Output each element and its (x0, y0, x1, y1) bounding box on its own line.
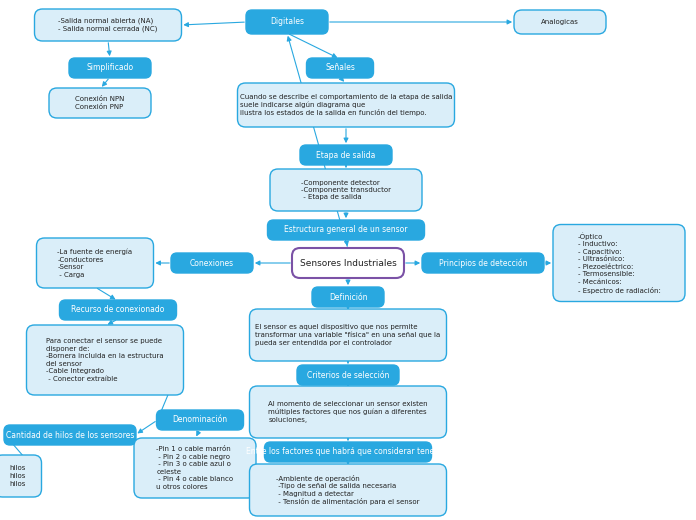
Text: Para conectar el sensor se puede
disponer de:
-Bornera incluida en la estructura: Para conectar el sensor se puede dispone… (46, 338, 164, 382)
Text: Denominación: Denominación (173, 415, 228, 424)
FancyBboxPatch shape (36, 238, 154, 288)
FancyBboxPatch shape (553, 225, 685, 302)
Text: -Pin 1 o cable marrón
 - Pin 2 o cable negro
 - Pin 3 o cable azul o
celeste
 - : -Pin 1 o cable marrón - Pin 2 o cable ne… (157, 446, 234, 490)
FancyBboxPatch shape (300, 145, 392, 165)
FancyBboxPatch shape (134, 438, 256, 498)
FancyBboxPatch shape (312, 287, 384, 307)
FancyBboxPatch shape (422, 253, 544, 273)
FancyBboxPatch shape (171, 253, 253, 273)
FancyBboxPatch shape (35, 9, 182, 41)
Text: El sensor es aquel dispositivo que nos permite
transformar una variable "física": El sensor es aquel dispositivo que nos p… (255, 324, 441, 346)
Text: Etapa de salida: Etapa de salida (316, 150, 376, 160)
Text: Recurso de conexionado: Recurso de conexionado (71, 305, 165, 315)
FancyBboxPatch shape (514, 10, 606, 34)
FancyBboxPatch shape (249, 386, 447, 438)
FancyBboxPatch shape (306, 58, 374, 78)
FancyBboxPatch shape (297, 365, 399, 385)
Text: Estructura general de un sensor: Estructura general de un sensor (284, 226, 408, 235)
FancyBboxPatch shape (270, 169, 422, 211)
FancyBboxPatch shape (26, 325, 184, 395)
Text: Cuando se describe el comportamiento de la etapa de salida
suele indicarse algún: Cuando se describe el comportamiento de … (240, 94, 452, 116)
Text: Al momento de seleccionar un sensor existen
múltiples factores que nos guían a d: Al momento de seleccionar un sensor exis… (268, 401, 428, 423)
Text: Señales: Señales (325, 63, 355, 72)
Text: -Ambiente de operación
 -Tipo de señal de salida necesaria
 - Magnitud a detecta: -Ambiente de operación -Tipo de señal de… (276, 475, 420, 505)
Text: Analogicas: Analogicas (541, 19, 579, 25)
FancyBboxPatch shape (237, 83, 454, 127)
FancyBboxPatch shape (267, 220, 425, 240)
FancyBboxPatch shape (0, 455, 42, 497)
Text: Definición: Definición (329, 292, 367, 302)
Text: Criterios de selección: Criterios de selección (307, 370, 389, 380)
Text: Entre los factores que habrá que considerar tenemos: Entre los factores que habrá que conside… (246, 448, 450, 457)
FancyBboxPatch shape (69, 58, 151, 78)
Text: Principios de detección: Principios de detección (438, 258, 528, 268)
Text: Cantidad de hilos de los sensores: Cantidad de hilos de los sensores (6, 431, 134, 439)
FancyBboxPatch shape (49, 88, 151, 118)
Text: -Óptico
- Inductivo:
- Capacitivo:
- Ultrasónico:
- Piezoeléctrico:
- Termosensi: -Óptico - Inductivo: - Capacitivo: - Ult… (578, 232, 661, 294)
Text: hilos
hilos
hilos: hilos hilos hilos (10, 465, 26, 487)
Text: Sensores Industriales: Sensores Industriales (299, 258, 397, 267)
FancyBboxPatch shape (264, 442, 432, 462)
FancyBboxPatch shape (4, 425, 136, 445)
FancyBboxPatch shape (59, 300, 177, 320)
FancyBboxPatch shape (246, 10, 328, 34)
Text: -Salida normal abierta (NA)
- Salida normal cerrada (NC): -Salida normal abierta (NA) - Salida nor… (58, 18, 158, 32)
Text: Conexión NPN
Conexión PNP: Conexión NPN Conexión PNP (75, 96, 125, 110)
FancyBboxPatch shape (292, 248, 404, 278)
FancyBboxPatch shape (249, 309, 447, 361)
Text: -La fuente de energía
-Conductores
-Sensor
 - Carga: -La fuente de energía -Conductores -Sens… (58, 249, 132, 278)
Text: Simplificado: Simplificado (86, 63, 134, 72)
FancyBboxPatch shape (249, 464, 447, 516)
Text: Conexiones: Conexiones (190, 258, 234, 267)
Text: -Componente detector
-Componente transductor
 - Etapa de salida: -Componente detector -Componente transdu… (301, 179, 391, 201)
Text: Digitales: Digitales (270, 18, 304, 27)
FancyBboxPatch shape (157, 410, 244, 430)
